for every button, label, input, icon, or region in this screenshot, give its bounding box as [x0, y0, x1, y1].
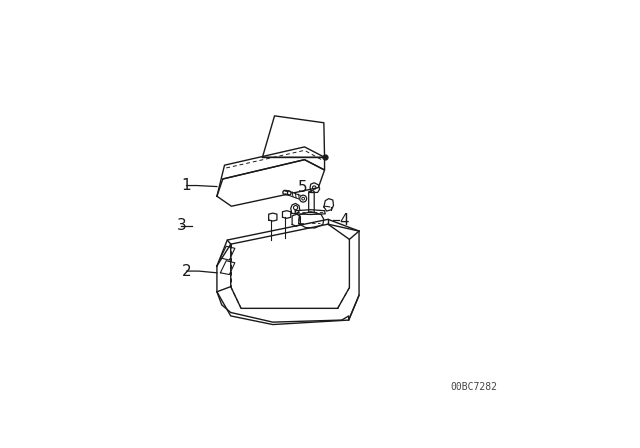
- Circle shape: [300, 195, 307, 202]
- Text: 00BC7282: 00BC7282: [450, 382, 497, 392]
- Text: 5: 5: [298, 180, 307, 195]
- Text: 4: 4: [340, 212, 349, 228]
- Text: 3: 3: [177, 218, 187, 233]
- Text: 1: 1: [181, 178, 191, 193]
- Text: 2: 2: [181, 263, 191, 279]
